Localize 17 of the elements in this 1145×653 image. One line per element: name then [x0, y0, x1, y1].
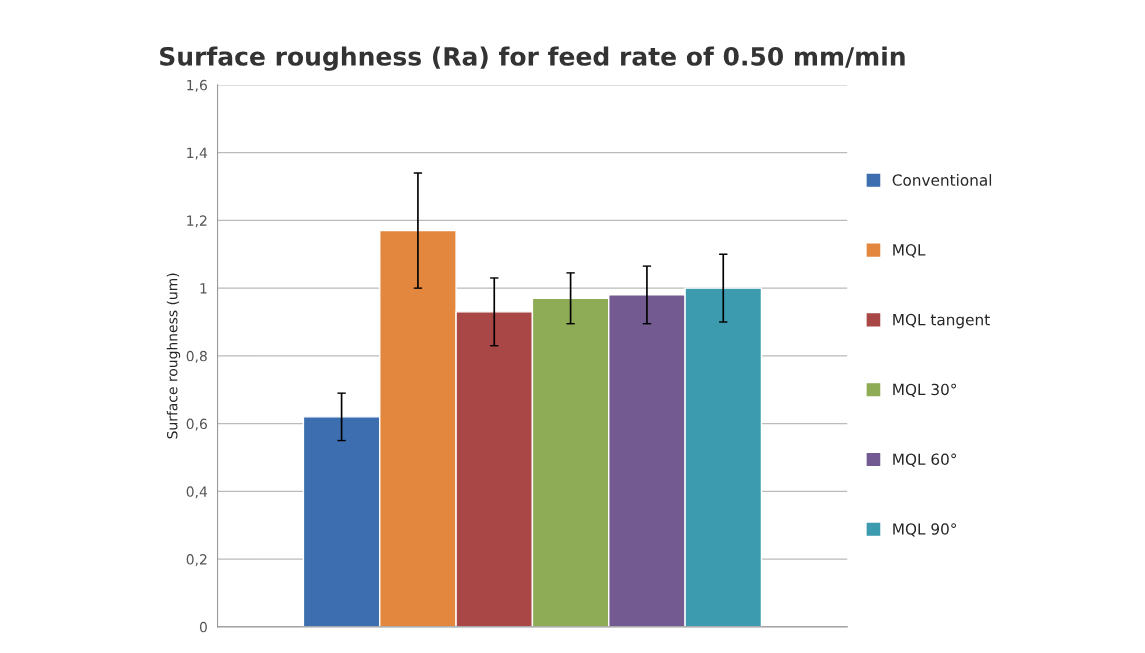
y-axis-title: Surface roughness (um) — [166, 273, 181, 439]
legend-label: Conventional — [892, 174, 992, 186]
y-tick-label: 0,4 — [186, 486, 208, 499]
y-tick-label: 1,6 — [187, 79, 207, 92]
legend-label: MQL 30° — [893, 383, 956, 397]
y-tick-label: 1 — [200, 283, 207, 294]
legend-label: MQL tangent — [893, 313, 990, 329]
y-tick-label: 0,2 — [186, 554, 207, 567]
legend-label: MQL 90° — [893, 523, 956, 537]
y-tick-label: 0,6 — [186, 418, 207, 431]
legend-label: MQL 60° — [893, 453, 956, 467]
y-tick-label: 0,8 — [186, 350, 207, 363]
legend-label: MQL — [893, 244, 926, 258]
y-tick-label: 1,2 — [187, 215, 207, 228]
y-tick-label: 1,4 — [187, 147, 208, 160]
y-tick-label: 0 — [199, 621, 207, 633]
chart-title: Surface roughness (Ra) for feed rate of 0.50 mm/min — [160, 46, 905, 71]
